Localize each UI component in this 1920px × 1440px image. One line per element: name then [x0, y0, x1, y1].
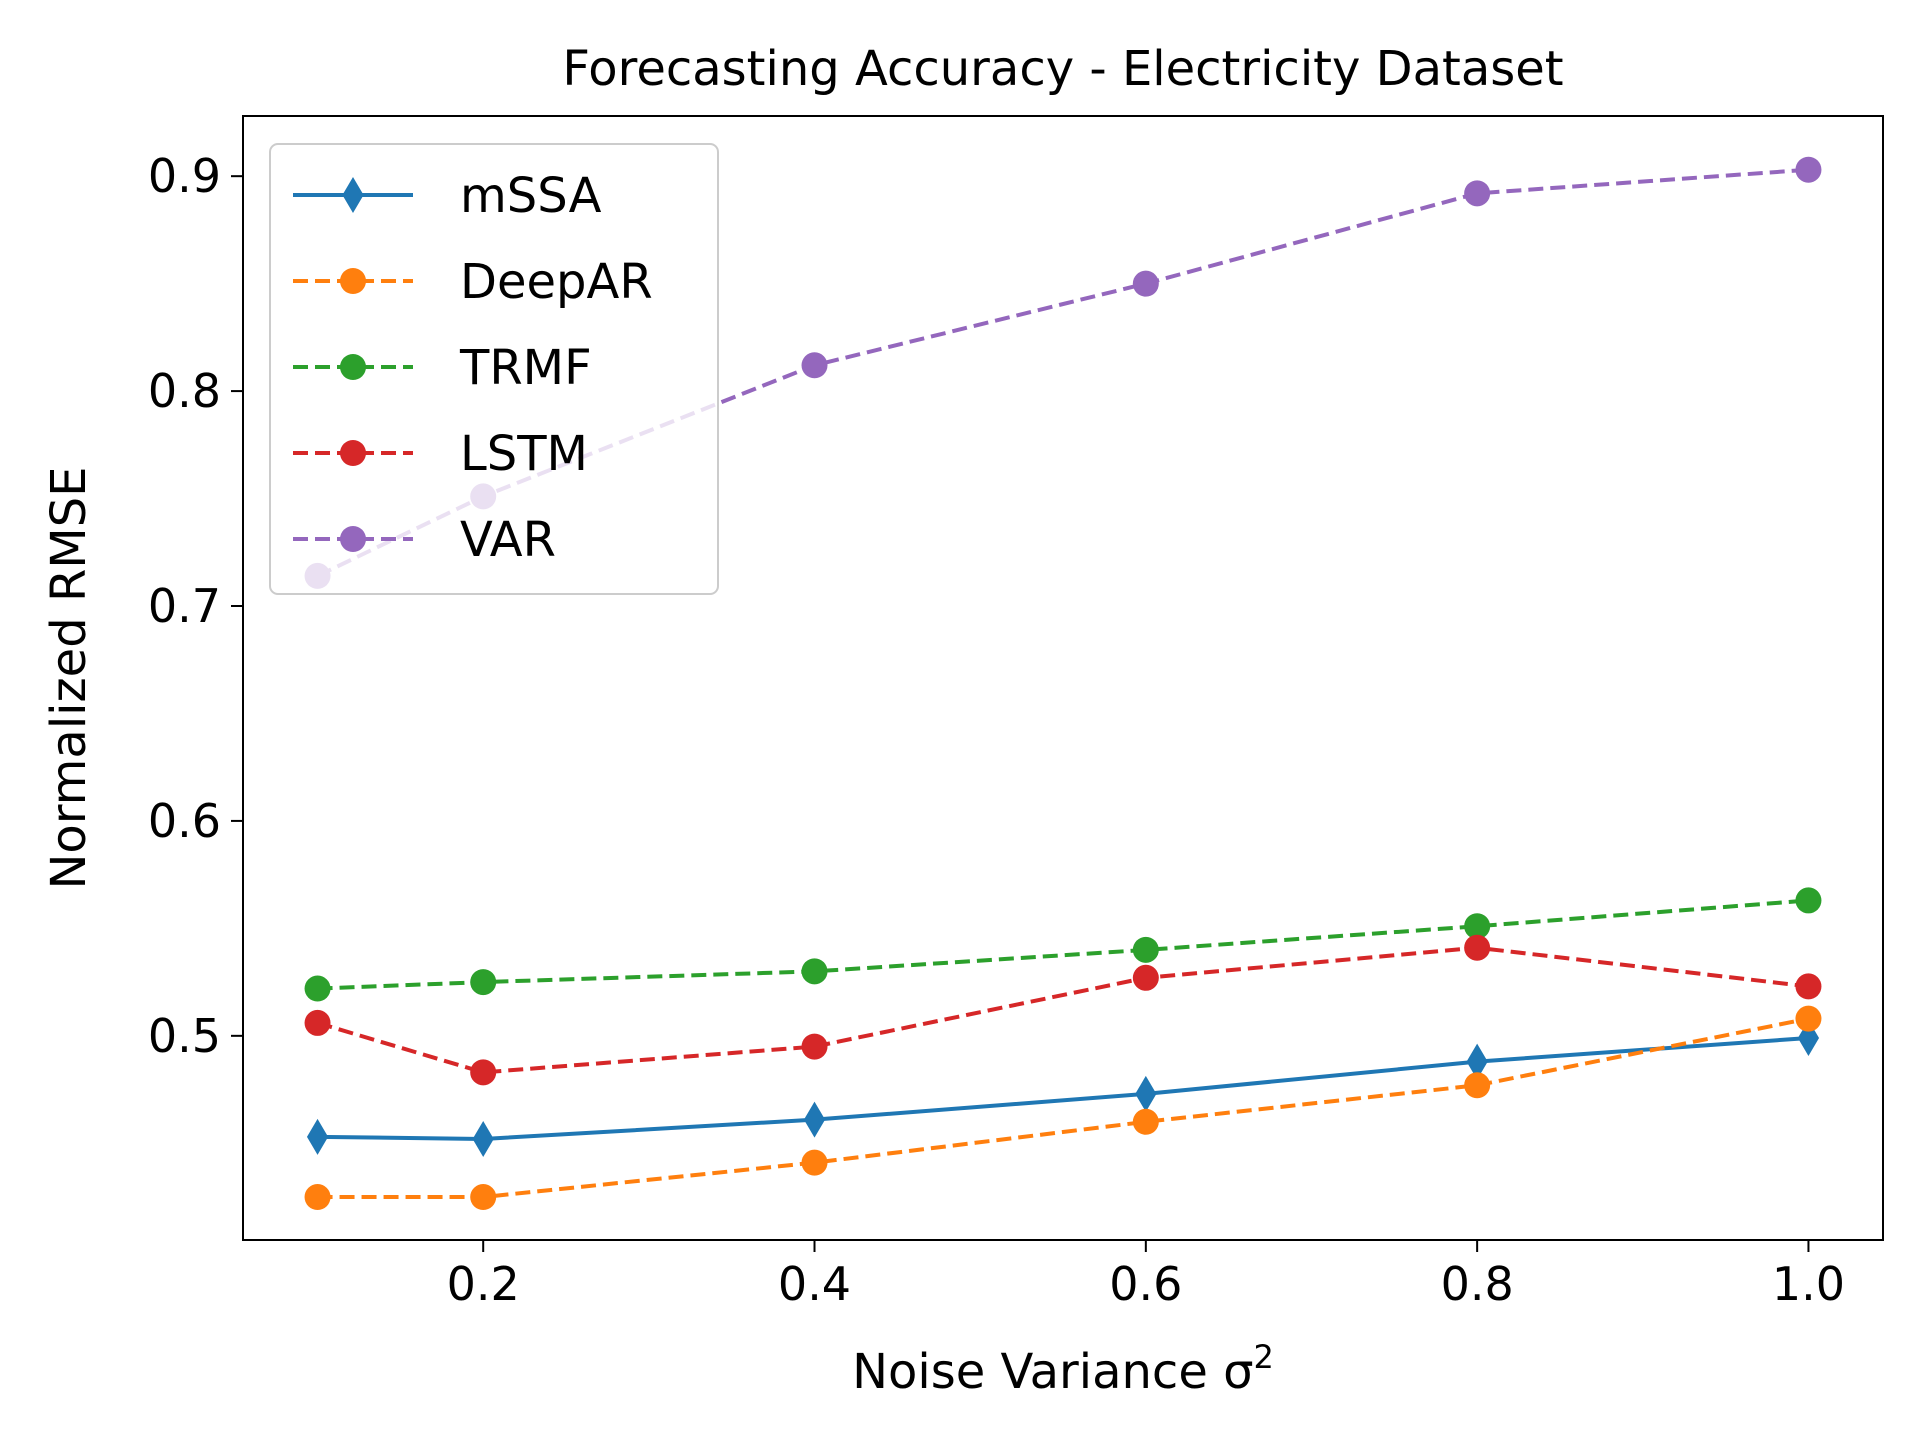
legend-label-deepar: DeepAR	[460, 254, 653, 310]
x-tick-label: 0.8	[1441, 1257, 1514, 1311]
data-point-mssa	[803, 1101, 826, 1138]
y-tick-label: 0.9	[148, 149, 221, 203]
series-line-deepar	[317, 1016, 1809, 1200]
legend-marker-trmf	[340, 354, 366, 380]
series-mssa	[306, 1019, 1820, 1157]
y-tick-label: 0.5	[148, 1009, 221, 1063]
data-point-deepar	[470, 1184, 497, 1211]
x-axis: 0.2 0.4 0.6 0.8 1.0	[447, 1240, 1845, 1311]
data-point-var	[1795, 156, 1822, 183]
y-tick-label: 0.7	[148, 579, 221, 633]
data-point-mssa	[472, 1121, 494, 1157]
data-point-var	[801, 352, 828, 379]
data-point-lstm	[801, 1033, 828, 1060]
data-point-lstm	[470, 1059, 497, 1086]
legend-label-lstm: LSTM	[460, 426, 588, 482]
data-point-var	[1132, 270, 1159, 297]
data-point-deepar	[1464, 1072, 1491, 1099]
y-axis: 0.5 0.6 0.7 0.8 0.9	[148, 149, 243, 1063]
series-deepar	[304, 1005, 1822, 1211]
series-line-lstm	[316, 945, 1809, 1075]
legend-label-var: VAR	[460, 512, 556, 568]
series-line-mssa	[317, 1035, 1809, 1141]
data-point-trmf	[801, 958, 828, 985]
y-tick-label: 0.6	[148, 794, 221, 848]
x-tick-label: 0.6	[1109, 1257, 1182, 1311]
plot-frame	[242, 115, 1884, 1241]
plot-area	[304, 156, 1822, 1211]
data-point-trmf	[1132, 936, 1159, 963]
data-point-lstm	[304, 1009, 331, 1036]
x-tick-label: 0.2	[447, 1257, 520, 1311]
data-point-trmf	[304, 975, 331, 1002]
y-tick-label: 0.8	[148, 364, 221, 418]
legend-marker-mssa	[342, 177, 364, 213]
series-line-trmf	[317, 898, 1809, 991]
data-point-deepar	[1795, 1005, 1822, 1032]
data-point-deepar	[801, 1149, 828, 1176]
data-point-trmf	[1795, 887, 1822, 914]
legend-marker-lstm	[340, 440, 366, 466]
chart-title: Forecasting Accuracy - Electricity Datas…	[562, 41, 1563, 97]
data-point-var	[1464, 180, 1491, 207]
x-axis-label-superscript: 2	[1254, 1338, 1274, 1376]
legend-marker-var	[340, 526, 366, 552]
data-point-trmf	[470, 969, 497, 996]
data-point-mssa	[1135, 1075, 1157, 1112]
data-point-trmf	[1464, 913, 1491, 940]
data-point-mssa	[306, 1118, 329, 1155]
data-point-deepar	[1132, 1108, 1159, 1135]
x-axis-label-text: Noise Variance σ	[852, 1344, 1253, 1400]
series-trmf	[304, 887, 1822, 1002]
y-axis-label: Normalized RMSE	[41, 466, 97, 889]
x-tick-label: 0.4	[778, 1257, 851, 1311]
series-lstm	[304, 934, 1822, 1086]
legend: mSSA DeepAR TRMF LSTM VAR	[269, 143, 719, 595]
data-point-lstm	[1132, 964, 1159, 991]
legend-label-mssa: mSSA	[460, 168, 602, 224]
data-point-lstm	[1795, 973, 1822, 1000]
series-line-var	[316, 167, 1809, 578]
data-point-lstm	[1464, 934, 1491, 961]
legend-label-trmf: TRMF	[459, 340, 592, 396]
x-axis-label: Noise Variance σ2	[852, 1338, 1274, 1400]
x-tick-label: 1.0	[1772, 1257, 1845, 1311]
legend-box	[269, 143, 719, 595]
data-point-deepar	[304, 1184, 331, 1211]
legend-marker-deepar	[340, 268, 366, 294]
